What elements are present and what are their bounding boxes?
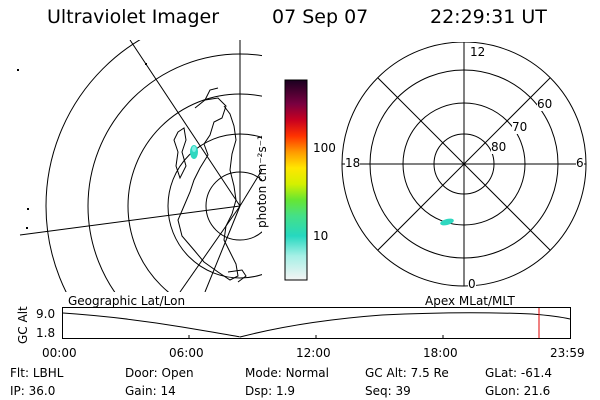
polar-map: [341, 42, 587, 287]
status-seq: Seq: 39: [365, 384, 411, 398]
mlt-label-6: 6: [576, 156, 584, 170]
status-glat: GLat: -61.4: [485, 366, 552, 380]
status-ip: IP: 36.0: [10, 384, 56, 398]
mlt-label-12: 12: [470, 45, 486, 59]
altitude-ylabel: GC Alt: [16, 306, 30, 344]
time-tick-1200: 12:00: [296, 346, 331, 360]
altitude-plot: [62, 307, 571, 339]
time-tick-0000: 00:00: [42, 346, 77, 360]
mlt-label-18: 18: [345, 156, 361, 170]
altitude-tick-low: 1.8: [36, 326, 56, 340]
time-label: 22:29:31 UT: [430, 6, 547, 28]
status-mode: Mode: Normal: [245, 366, 329, 380]
date-label: 07 Sep 07: [272, 6, 369, 28]
colorbar-tick-10: 10: [313, 229, 329, 243]
intensity-colorbar: [284, 79, 308, 281]
status-dsp: Dsp: 1.9: [245, 384, 296, 398]
colorbar-unit-label: photon cm⁻²s⁻¹: [255, 135, 269, 228]
time-tick-2359: 23:59: [550, 346, 585, 360]
altitude-tick-high: 9.0: [36, 307, 56, 321]
geographic-caption: Geographic Lat/Lon: [68, 294, 186, 308]
time-tick-1800: 18:00: [423, 346, 458, 360]
mlat-label-60: 60: [537, 97, 553, 111]
status-gc-alt: GC Alt: 7.5 Re: [365, 366, 449, 380]
mlt-label-0: 0: [468, 277, 476, 291]
geographic-map: [17, 40, 262, 292]
apex-caption: Apex MLat/MLT: [425, 294, 515, 308]
status-door: Door: Open: [125, 366, 194, 380]
time-tick-0600: 06:00: [169, 346, 204, 360]
status-glon: GLon: 21.6: [485, 384, 551, 398]
status-gain: Gain: 14: [125, 384, 176, 398]
colorbar-tick-100: 100: [313, 141, 336, 155]
mlat-label-70: 70: [512, 120, 528, 134]
mlat-label-80: 80: [491, 140, 507, 154]
instrument-title: Ultraviolet Imager: [47, 6, 220, 28]
status-flt: Flt: LBHL: [10, 366, 64, 380]
